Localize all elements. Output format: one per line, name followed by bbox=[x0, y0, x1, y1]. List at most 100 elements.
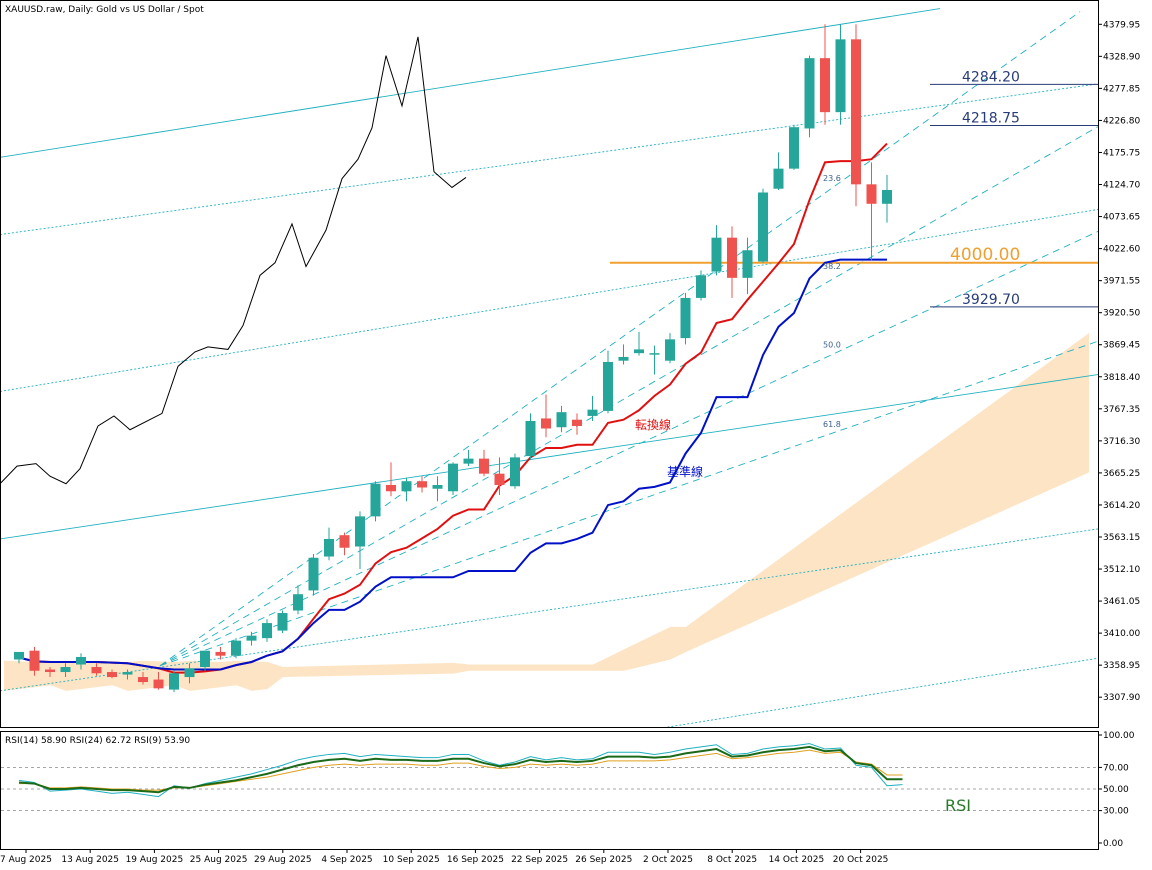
candle-body-18 bbox=[293, 594, 303, 611]
candle-body-11 bbox=[184, 668, 195, 678]
candle-body-46 bbox=[727, 237, 737, 278]
price-tick-label-21: 3307.90 bbox=[1103, 693, 1140, 703]
candle-body-41 bbox=[649, 353, 660, 355]
candle-body-0 bbox=[14, 651, 24, 660]
fan-4 bbox=[159, 340, 1098, 667]
price-tick-label-1: 4328.90 bbox=[1103, 52, 1140, 62]
candle-body-9 bbox=[153, 679, 164, 689]
candle-body-35 bbox=[556, 412, 567, 428]
tenkan-line bbox=[18, 142, 888, 674]
trendlines bbox=[1, 8, 1098, 727]
candle-body-34 bbox=[541, 418, 551, 429]
candle-body-13 bbox=[215, 651, 226, 656]
price-tick-label-2: 4277.85 bbox=[1103, 84, 1140, 94]
candle-body-55 bbox=[866, 184, 877, 204]
rsi-tick-label-2: 50.00 bbox=[1103, 785, 1129, 795]
price-tick-label-8: 3971.55 bbox=[1103, 277, 1140, 287]
candle-body-28 bbox=[448, 463, 458, 492]
candle-body-8 bbox=[138, 677, 148, 683]
candle-body-47 bbox=[742, 250, 753, 278]
candle-body-51 bbox=[804, 58, 815, 129]
level-label-0: 4284.20 bbox=[962, 69, 1020, 85]
candle-body-20 bbox=[324, 538, 334, 557]
candle-body-30 bbox=[479, 458, 489, 474]
candle-body-42 bbox=[665, 339, 675, 361]
price-levels: 4284.20 4218.75 4000.00 3929.70 bbox=[610, 69, 1098, 308]
level-label-2: 4000.00 bbox=[950, 245, 1020, 265]
candle-body-15 bbox=[246, 635, 257, 641]
rsi-tick-label-3: 30.00 bbox=[1103, 807, 1129, 817]
candle-body-5 bbox=[91, 667, 102, 674]
candle-body-45 bbox=[711, 237, 722, 272]
price-tick-label-10: 3869.45 bbox=[1103, 341, 1140, 351]
candle-body-17 bbox=[277, 613, 288, 631]
candle-body-48 bbox=[758, 192, 768, 262]
candle-body-7 bbox=[122, 672, 133, 675]
fib-label-0: 23.6 bbox=[823, 174, 841, 183]
trend-dotted-1 bbox=[1, 83, 1098, 235]
candle-body-29 bbox=[463, 458, 474, 464]
candle-body-22 bbox=[355, 516, 365, 547]
kijun-line bbox=[18, 258, 887, 671]
candle-body-19 bbox=[308, 557, 319, 591]
candle-body-26 bbox=[417, 481, 427, 488]
price-tick-label-12: 3767.35 bbox=[1103, 405, 1140, 415]
price-tick-label-14: 3665.25 bbox=[1103, 469, 1140, 479]
price-tick-label-11: 3818.40 bbox=[1103, 373, 1140, 383]
level-label-1: 4218.75 bbox=[962, 110, 1020, 126]
rsi24-line bbox=[19, 749, 903, 791]
candle-body-25 bbox=[401, 481, 412, 492]
candle-body-3 bbox=[60, 667, 71, 673]
date-tick-label-4: 29 Aug 2025 bbox=[254, 855, 312, 865]
date-tick-label-2: 19 Aug 2025 bbox=[126, 855, 184, 865]
rsi-tick-label-1: 70.00 bbox=[1103, 763, 1129, 773]
candle-body-44 bbox=[696, 275, 706, 298]
candle-body-10 bbox=[169, 673, 179, 690]
fib-label-2: 50.0 bbox=[823, 341, 841, 350]
date-tick-label-1: 13 Aug 2025 bbox=[61, 855, 119, 865]
fan-2 bbox=[159, 126, 1098, 667]
price-tick-label-0: 4379.95 bbox=[1103, 20, 1140, 30]
price-tick-label-20: 3358.95 bbox=[1103, 661, 1140, 671]
date-tick-label-9: 26 Sep 2025 bbox=[575, 855, 632, 865]
date-tick-label-7: 16 Sep 2025 bbox=[447, 855, 504, 865]
trend-dotted-3 bbox=[1, 528, 1098, 692]
date-tick-label-3: 25 Aug 2025 bbox=[190, 855, 248, 865]
candle-body-14 bbox=[231, 640, 241, 656]
context-line-path bbox=[0, 36, 467, 485]
price-tick-label-13: 3716.30 bbox=[1103, 437, 1140, 447]
date-tick-label-8: 22 Sep 2025 bbox=[511, 855, 568, 865]
candle-body-37 bbox=[587, 409, 598, 416]
price-tick-label-15: 3614.20 bbox=[1103, 501, 1140, 511]
price-tick-label-3: 4226.80 bbox=[1103, 116, 1140, 126]
rsi-header: RSI(14) 58.90 RSI(24) 62.72 RSI(9) 53.90 bbox=[5, 736, 190, 746]
main-pane-frame bbox=[0, 0, 1099, 728]
axes: 4379.95 4328.90 4277.85 4226.80 4175.75 4124.… bbox=[0, 20, 1140, 865]
price-tick-label-19: 3410.00 bbox=[1103, 629, 1140, 639]
date-tick-label-6: 10 Sep 2025 bbox=[383, 855, 440, 865]
price-tick-label-4: 4175.75 bbox=[1103, 148, 1140, 158]
price-tick-label-18: 3461.05 bbox=[1103, 597, 1140, 607]
rsi9-line bbox=[18, 743, 903, 798]
date-tick-label-0: 7 Aug 2025 bbox=[0, 855, 52, 865]
rsi14-line bbox=[18, 745, 903, 794]
fan-1 bbox=[159, 11, 1081, 667]
kijun-label: 基準線 bbox=[667, 464, 703, 479]
price-tick-label-16: 3563.15 bbox=[1103, 533, 1140, 543]
rsi-pane: 100.00 70.00 50.00 30.00 0.00 RSI bbox=[1, 731, 1135, 849]
symbol-info: XAUUSD.raw, Daily: Gold vs US Dollar / S… bbox=[5, 5, 204, 15]
price-tick-label-17: 3512.10 bbox=[1103, 565, 1140, 575]
fib-label-3: 61.8 bbox=[823, 420, 841, 429]
candle-body-53 bbox=[835, 39, 846, 113]
candle-body-33 bbox=[525, 420, 536, 457]
candle-body-40 bbox=[634, 349, 644, 354]
trend-upper bbox=[1, 8, 941, 158]
fib-label-1: 38.2 bbox=[823, 262, 841, 271]
rsi-pane-frame bbox=[0, 731, 1099, 850]
candle-body-39 bbox=[618, 356, 629, 361]
candle-body-23 bbox=[370, 483, 381, 517]
fan-3 bbox=[159, 230, 1098, 667]
candle-body-24 bbox=[386, 484, 396, 492]
price-tick-label-7: 4022.60 bbox=[1103, 245, 1140, 255]
